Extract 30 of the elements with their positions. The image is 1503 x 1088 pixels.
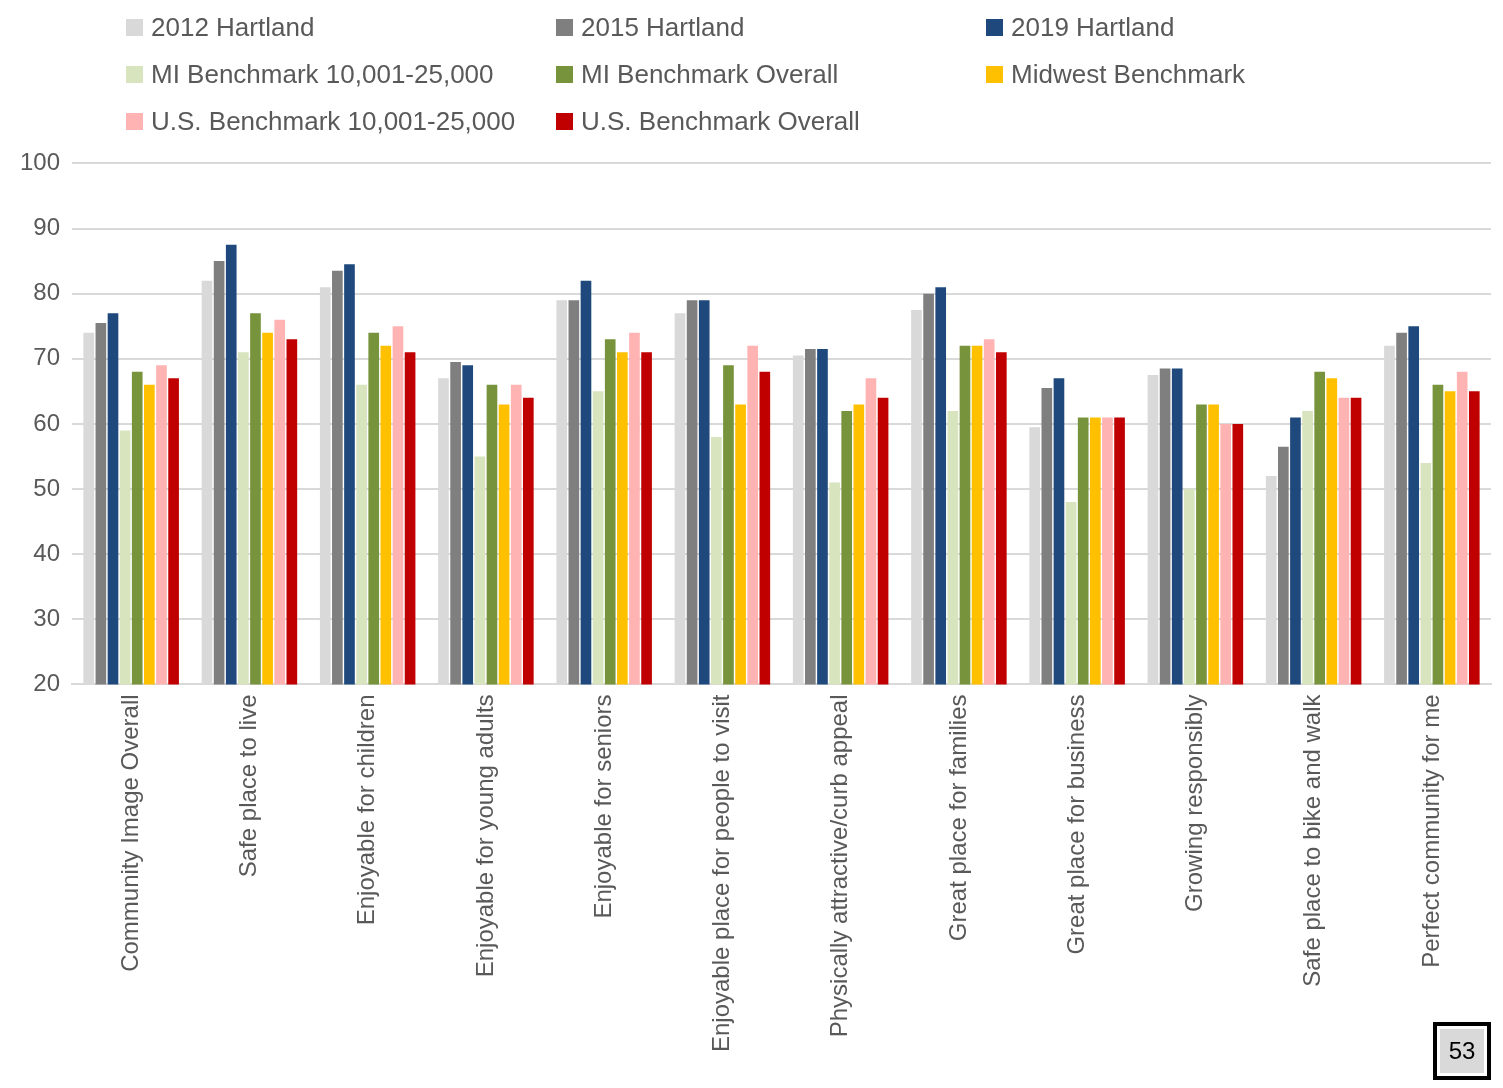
legend-label: 2015 Hartland bbox=[581, 12, 745, 43]
x-tick-label: Community Image Overall bbox=[115, 694, 143, 972]
y-tick-label: 90 bbox=[33, 213, 61, 241]
x-tick-label: Enjoyable for seniors bbox=[588, 694, 616, 919]
x-tick-label: Growing responsibly bbox=[1180, 694, 1208, 912]
y-tick-label: 30 bbox=[33, 603, 61, 631]
y-tick-label: 40 bbox=[33, 538, 61, 566]
text: 53 bbox=[1433, 1022, 1491, 1080]
legend-label: MI Benchmark 10,001-25,000 bbox=[151, 59, 494, 90]
x-tick-label: Great place for business bbox=[1061, 694, 1089, 955]
legend-label: 2019 Hartland bbox=[1011, 12, 1175, 43]
x-tick-label: Enjoyable for children bbox=[352, 694, 380, 926]
y-tick-label: 80 bbox=[33, 278, 61, 306]
x-tick-label: Great place for families bbox=[943, 694, 971, 942]
x-tick-label: Perfect community for me bbox=[1416, 694, 1444, 968]
y-tick-label: 100 bbox=[20, 148, 61, 176]
y-tick-label: 20 bbox=[33, 669, 61, 697]
legend-label: U.S. Benchmark 10,001-25,000 bbox=[151, 106, 516, 137]
y-tick-label: 50 bbox=[33, 473, 61, 501]
legend-label: MI Benchmark Overall bbox=[581, 59, 839, 90]
x-tick-label: Safe place to live bbox=[234, 694, 262, 878]
x-tick-label: Enjoyable place for people to visit bbox=[707, 694, 735, 1053]
x-tick-label: Physically attractive/curb appeal bbox=[825, 694, 853, 1038]
y-tick-label: 70 bbox=[33, 343, 61, 371]
legend-label: Midwest Benchmark bbox=[1011, 59, 1246, 90]
x-tick-label: Safe place to bike and walk bbox=[1298, 693, 1326, 987]
x-tick-label: Enjoyable for young adults bbox=[470, 694, 498, 978]
y-tick-label: 60 bbox=[33, 408, 61, 436]
legend-label: U.S. Benchmark Overall bbox=[581, 106, 860, 137]
legend-label: 2012 Hartland bbox=[151, 12, 315, 43]
